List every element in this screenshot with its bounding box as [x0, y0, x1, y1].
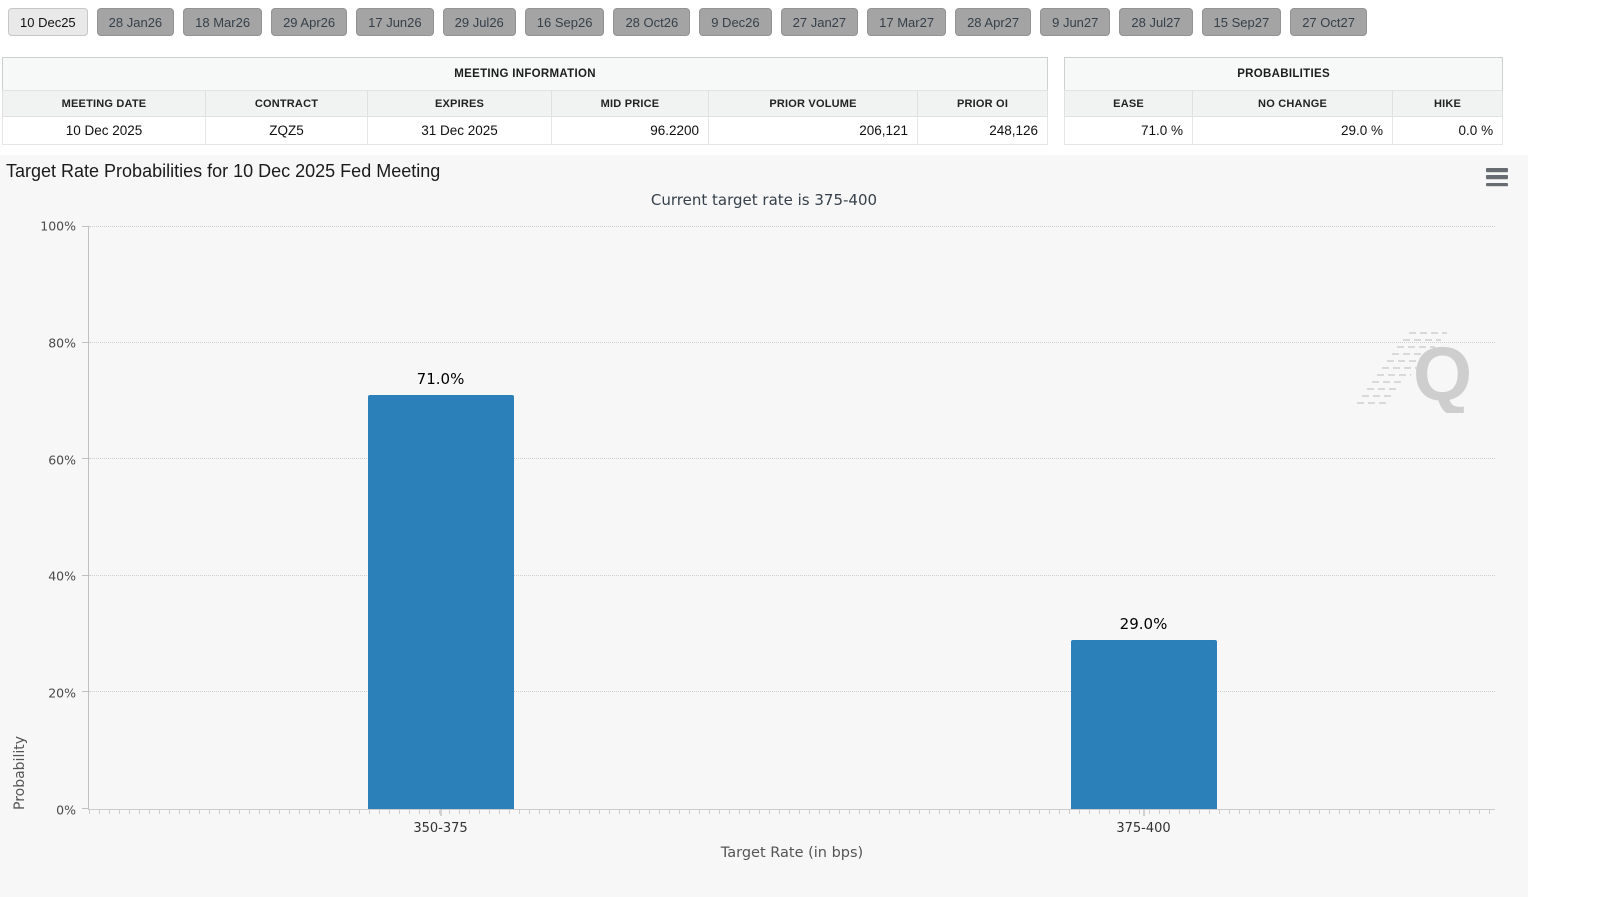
tab-28-oct26[interactable]: 28 Oct26	[613, 8, 691, 36]
x-category-label-350-375: 350-375	[413, 821, 468, 836]
bar-group-375-400: 29.0%	[1070, 615, 1217, 809]
meeting-date-value: 10 Dec 2025	[2, 116, 206, 145]
gridline-20	[89, 691, 1495, 693]
col-header-expires: EXPIRES	[367, 90, 552, 117]
y-tick	[82, 691, 89, 693]
expires-value: 31 Dec 2025	[367, 116, 552, 145]
hike-value: 0.0 %	[1392, 116, 1504, 145]
x-axis-title: Target Rate (in bps)	[720, 845, 864, 861]
y-tick	[82, 574, 89, 576]
col-header-contract: CONTRACT	[205, 90, 368, 117]
meeting-information-table: MEETING INFORMATION MEETING DATE CONTRAC…	[2, 57, 1049, 145]
col-header-mid-price: MID PRICE	[551, 90, 709, 117]
contract-value: ZQZ5	[205, 116, 368, 145]
prior-oi-value: 248,126	[916, 116, 1049, 145]
tab-27-jan27[interactable]: 27 Jan27	[780, 8, 859, 36]
gridline-40	[89, 574, 1495, 576]
gridline-100	[89, 226, 1495, 227]
tab-10-dec25[interactable]: 10 Dec25	[8, 8, 88, 36]
y-tick-label-80: 80%	[48, 335, 76, 351]
bar-value-label: 71.0%	[416, 370, 465, 389]
col-header-meeting-date: MEETING DATE	[2, 90, 206, 117]
tab-28-jan26[interactable]: 28 Jan26	[96, 8, 175, 36]
meeting-information-title: MEETING INFORMATION	[2, 57, 1048, 91]
no-change-value: 29.0 %	[1192, 116, 1394, 145]
chart-export-menu-button[interactable]	[1486, 168, 1510, 186]
y-tick-label-60: 60%	[48, 452, 76, 468]
quikstrike-q-watermark-icon: Q	[1357, 332, 1472, 413]
bar-375-400[interactable]	[1070, 639, 1217, 809]
tab-15-sep27[interactable]: 15 Sep27	[1201, 8, 1282, 36]
y-tick	[82, 226, 89, 227]
chart-title: Target Rate Probabilities for 10 Dec 202…	[6, 161, 441, 181]
probabilities-title: PROBABILITIES	[1064, 57, 1503, 91]
y-tick	[82, 341, 89, 343]
y-tick	[82, 458, 89, 460]
col-header-prior-volume: PRIOR VOLUME	[708, 90, 918, 117]
tab-17-mar27[interactable]: 17 Mar27	[867, 8, 947, 36]
bar-350-375[interactable]	[367, 395, 514, 809]
y-tick-label-0: 0%	[56, 802, 76, 818]
tab-18-mar26[interactable]: 18 Mar26	[183, 8, 263, 36]
hamburger-menu-icon	[1486, 168, 1508, 172]
col-header-no-change: NO CHANGE	[1192, 90, 1394, 117]
info-tables-row: MEETING INFORMATION MEETING DATE CONTRAC…	[2, 57, 1504, 145]
col-header-prior-oi: PRIOR OI	[916, 90, 1049, 117]
y-axis-labels: 100% 80% 60% 40% 20% 0%	[0, 219, 82, 818]
gridline-60	[89, 458, 1495, 460]
gridline-80	[89, 341, 1495, 343]
tab-29-jul26[interactable]: 29 Jul26	[442, 8, 516, 36]
tab-28-apr27[interactable]: 28 Apr27	[955, 8, 1032, 36]
prior-volume-value: 206,121	[708, 116, 918, 145]
mid-price-value: 96.2200	[551, 116, 709, 145]
tab-28-jul27[interactable]: 28 Jul27	[1119, 8, 1193, 36]
y-tick-label-40: 40%	[48, 568, 76, 584]
hamburger-menu-icon	[1486, 175, 1508, 179]
col-header-ease: EASE	[1064, 90, 1194, 117]
x-category-label-375-400: 375-400	[1116, 821, 1171, 836]
tab-17-jun26[interactable]: 17 Jun26	[356, 8, 434, 36]
x-tick	[1143, 809, 1144, 816]
y-tick	[82, 808, 89, 809]
tab-29-apr26[interactable]: 29 Apr26	[271, 8, 348, 36]
tab-16-sep26[interactable]: 16 Sep26	[524, 8, 605, 36]
x-axis-minor-ticks	[89, 809, 1495, 814]
plot-area: Q 71.0% 29.0% 350-375 375-400 Target Rat…	[82, 226, 1495, 861]
y-tick-label-100: 100%	[40, 218, 76, 234]
col-header-hike: HIKE	[1392, 90, 1504, 117]
hamburger-menu-icon	[1486, 182, 1508, 186]
tab-27-oct27[interactable]: 27 Oct27	[1290, 8, 1367, 36]
ease-value: 71.0 %	[1064, 116, 1194, 145]
bar-group-350-375: 71.0%	[367, 370, 514, 809]
y-tick-label-20: 20%	[48, 685, 76, 701]
bar-value-label: 29.0%	[1119, 614, 1168, 633]
x-tick	[440, 809, 441, 816]
target-rate-probability-chart: Target Rate Probabilities for 10 Dec 202…	[0, 155, 1528, 897]
chart-subtitle: Current target rate is 375-400	[650, 191, 878, 209]
meeting-date-tab-bar: 10 Dec25 28 Jan26 18 Mar26 29 Apr26 17 J…	[8, 8, 1367, 36]
tab-9-jun27[interactable]: 9 Jun27	[1040, 8, 1111, 36]
tab-9-dec26[interactable]: 9 Dec26	[699, 8, 772, 36]
probabilities-table: PROBABILITIES EASE NO CHANGE HIKE 71.0 %…	[1064, 57, 1504, 145]
svg-text:Q: Q	[1413, 332, 1472, 413]
